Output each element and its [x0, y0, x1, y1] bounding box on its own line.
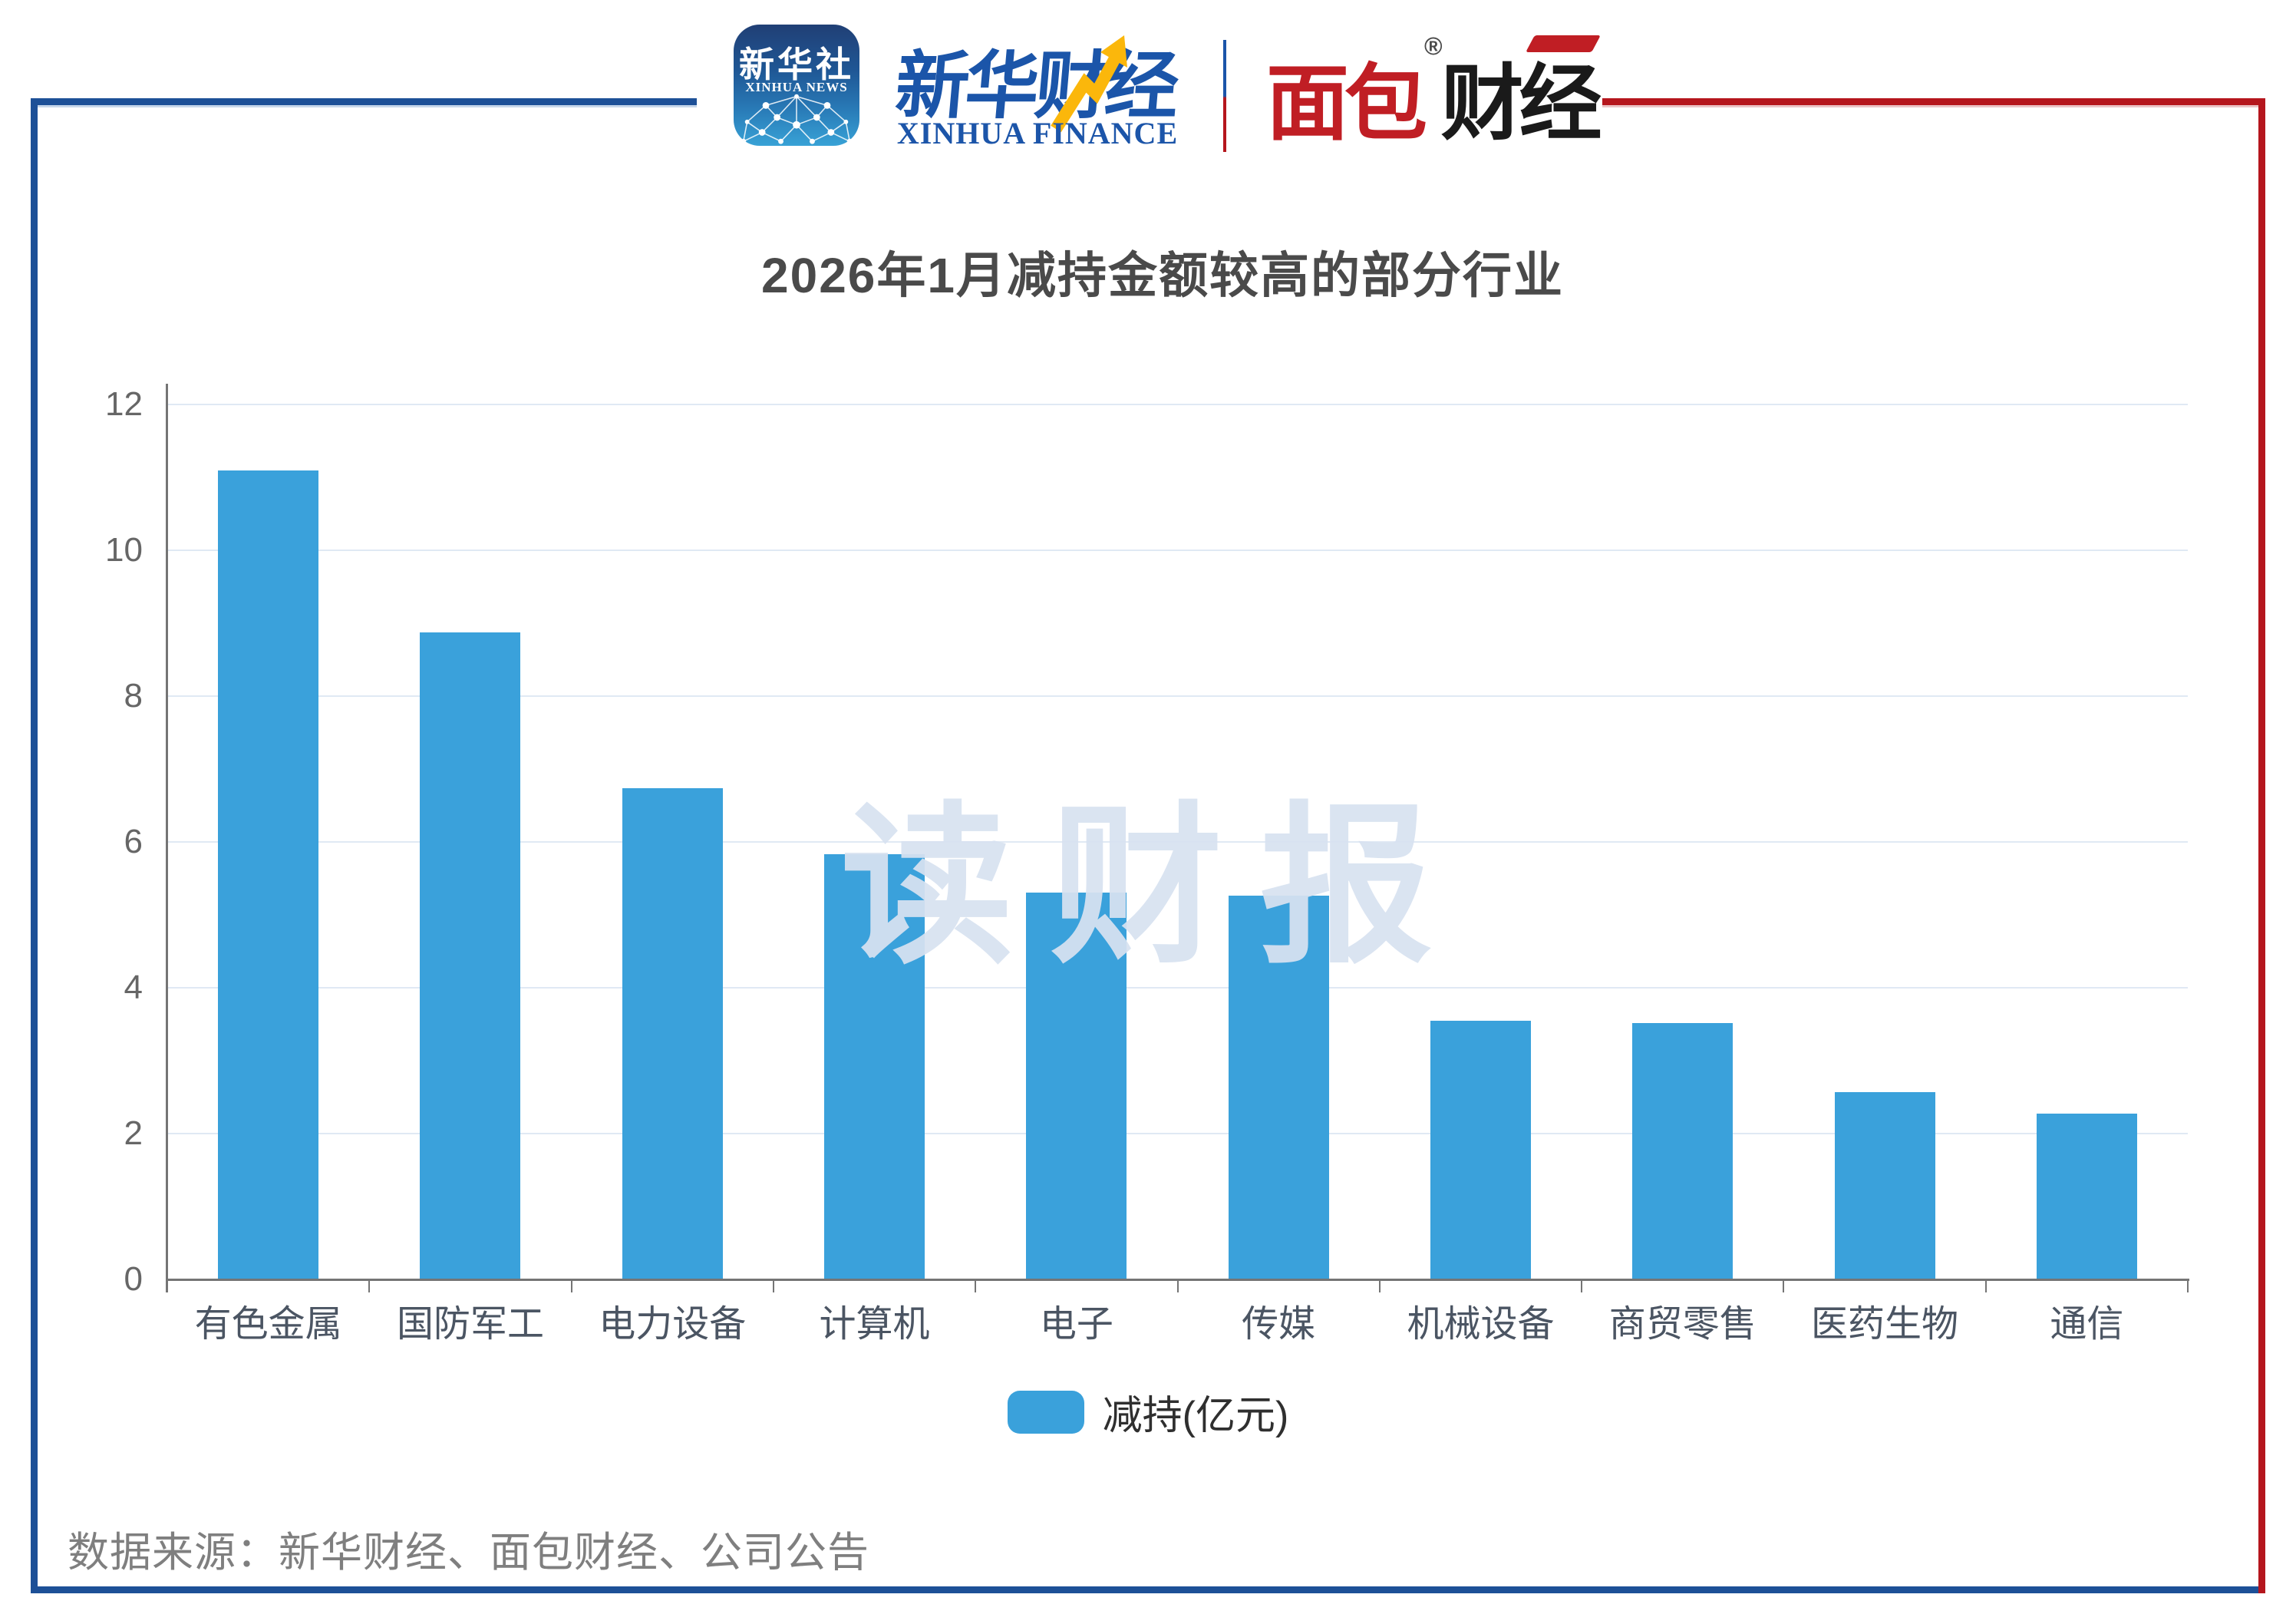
grid-line-8	[167, 695, 2188, 697]
bar-医药生物	[1834, 1091, 1935, 1279]
grid-line-10	[167, 550, 2188, 551]
y-axis-label-2: 2	[124, 1114, 143, 1152]
x-axis-label-电子: 电子	[1039, 1304, 1113, 1345]
x-axis-tick	[368, 1279, 371, 1292]
bar-国防军工	[420, 632, 521, 1279]
bar-通信	[2036, 1114, 2137, 1279]
grid-line-2	[167, 1133, 2188, 1134]
xinhua-news-logo-cn-text: 新华社	[739, 45, 854, 84]
grid-line-12	[167, 404, 2188, 405]
grid-line-6	[167, 841, 2188, 843]
x-axis-tick	[1581, 1279, 1583, 1292]
frame-top-red-line	[1602, 98, 2265, 105]
logo-divider	[1223, 40, 1226, 152]
bar-机械设备	[1430, 1020, 1531, 1279]
x-axis-tick	[1378, 1279, 1381, 1292]
x-axis-tick	[570, 1279, 572, 1292]
bar-商贸零售	[1632, 1022, 1734, 1279]
x-axis-tick	[1984, 1279, 1987, 1292]
lightning-arrow-icon	[1051, 35, 1127, 133]
x-axis-tick	[1176, 1279, 1179, 1292]
bar-计算机	[824, 854, 925, 1279]
x-axis-label-计算机: 计算机	[819, 1304, 930, 1345]
bar-电子	[1026, 892, 1127, 1279]
mianbao-logo-red-text: 面包	[1266, 57, 1427, 150]
mianbao-finance-logo: 面包 ® 财经	[1266, 32, 1602, 152]
bar-传媒	[1228, 896, 1329, 1279]
data-source-note: 数据来源：新华财经、面包财经、公司公告	[68, 1530, 869, 1576]
legend: 减持(亿元)	[0, 1383, 2296, 1441]
x-axis-label-机械设备: 机械设备	[1407, 1304, 1555, 1345]
x-axis-label-有色金属: 有色金属	[194, 1304, 342, 1345]
xinhua-finance-logo: 新华财经 XINHUA FINANCE	[892, 20, 1188, 173]
frame-right-border	[2258, 98, 2265, 1593]
frame-bottom-border	[31, 1586, 2258, 1593]
frame-top-blue-underline	[37, 105, 697, 107]
x-axis-label-国防军工: 国防军工	[396, 1304, 544, 1345]
bar-有色金属	[218, 470, 319, 1279]
x-axis-tick	[1783, 1279, 1785, 1292]
y-axis-label-6: 6	[124, 823, 143, 860]
frame-top-red-underline	[1602, 105, 2259, 107]
bar-电力设备	[622, 787, 723, 1279]
y-axis-label-10: 10	[105, 531, 143, 569]
xinhua-news-logo-en-text: XINHUA NEWS	[745, 80, 848, 94]
x-axis-label-传媒: 传媒	[1242, 1304, 1316, 1345]
x-axis-label-医药生物: 医药生物	[1811, 1304, 1959, 1345]
chart-title: 2026年1月减持金额较高的部分行业	[761, 248, 1564, 303]
network-globe-icon	[741, 94, 853, 144]
x-axis-tick	[2187, 1279, 2189, 1292]
mianbao-logo-black-text: 财经	[1440, 57, 1602, 150]
registered-trademark-icon: ®	[1424, 32, 1443, 60]
xinhua-finance-logo-en-text: XINHUA FINANCE	[896, 116, 1179, 150]
x-axis-tick	[975, 1279, 977, 1292]
legend-label: 减持(亿元)	[1102, 1394, 1289, 1438]
xinhua-news-logo: 新华社 XINHUA NEWS	[734, 25, 859, 146]
y-axis-line	[166, 384, 168, 1292]
y-axis-label-12: 12	[105, 385, 143, 423]
grid-line-4	[167, 987, 2188, 989]
frame-left-border	[31, 98, 38, 1593]
x-axis-label-电力设备: 电力设备	[599, 1304, 747, 1345]
y-axis-label-4: 4	[124, 969, 143, 1006]
x-axis-tick	[772, 1279, 774, 1292]
x-axis-line	[166, 1279, 2189, 1281]
frame-top-blue-line	[31, 98, 697, 105]
y-axis-label-0: 0	[124, 1260, 143, 1298]
y-axis-label-8: 8	[124, 677, 143, 715]
legend-swatch	[1007, 1390, 1084, 1434]
x-axis-label-通信: 通信	[2050, 1304, 2124, 1345]
x-axis-label-商贸零售: 商贸零售	[1608, 1304, 1757, 1345]
